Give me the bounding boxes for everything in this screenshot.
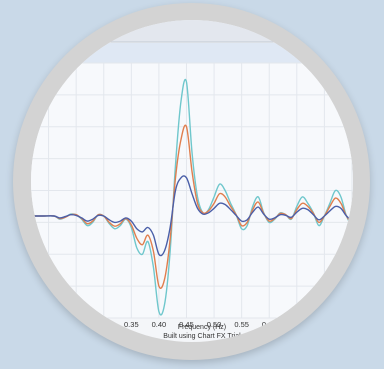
series-group	[31, 78, 353, 316]
x-tick-label: 0.50	[207, 320, 222, 329]
x-tick-label: 0.45	[179, 320, 194, 329]
x-tick-label: 0.55	[234, 320, 249, 329]
x-tick-label: 0.35	[124, 320, 139, 329]
window-top-bar	[31, 20, 353, 42]
frequency-line-chart: 0.250.300.350.400.450.500.550.600.65 Fre…	[31, 20, 353, 340]
series-line-1	[31, 78, 353, 316]
x-axis-label: Frequency (Hz)	[178, 324, 226, 331]
series-line-2	[31, 124, 353, 289]
x-tick-label: 0.40	[152, 320, 167, 329]
header-band	[31, 43, 353, 63]
series-line-3	[31, 175, 353, 257]
chart-credit: Built using Chart FX Trial	[163, 333, 241, 340]
magnifier-lens: 0.250.300.350.400.450.500.550.600.65 Fre…	[31, 20, 353, 342]
